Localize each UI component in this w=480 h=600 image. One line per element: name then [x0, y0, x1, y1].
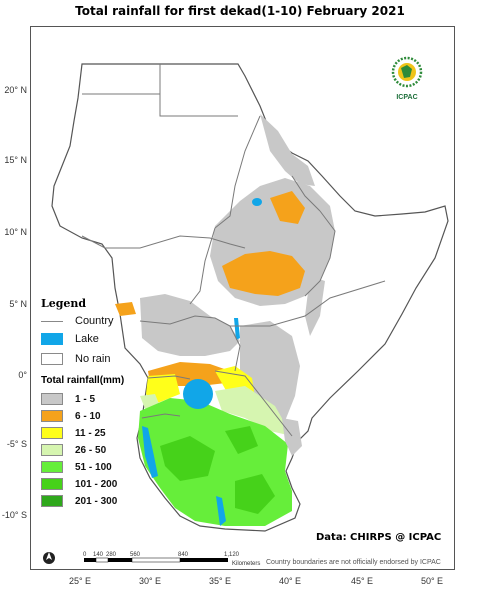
lat-label: 15° N — [4, 155, 27, 165]
igad-logo: ICPAC — [384, 56, 430, 101]
map-title: Total rainfall for first dekad(1-10) Feb… — [75, 4, 405, 18]
legend-class: 201 - 300 — [41, 494, 117, 508]
lake-swatch — [41, 333, 63, 345]
orange-6-10-ethiopia-north — [270, 191, 305, 224]
orange-6-10-ethiopia — [222, 251, 305, 296]
class-swatch — [41, 427, 63, 439]
legend-title: Legend — [41, 297, 87, 310]
lon-label: 40° E — [278, 576, 302, 586]
grey-1-5-sudan-north — [260, 114, 315, 186]
lon-label: 35° E — [208, 576, 232, 586]
scale-tick: 280 — [106, 552, 117, 558]
legend-norain-label: No rain — [75, 353, 111, 365]
lakes-layer — [142, 198, 262, 526]
legend-class: 1 - 5 — [41, 392, 95, 406]
scale-tick: 0 — [83, 552, 87, 558]
legend-rainfall-heading: Total rainfall(mm) — [41, 375, 125, 386]
scale-tick: 140 — [93, 552, 104, 558]
rainfall-layer — [115, 114, 335, 526]
class-swatch — [41, 495, 63, 507]
data-credit: Data: CHIRPS @ ICPAC — [316, 532, 442, 543]
scale-bar — [84, 557, 228, 563]
lat-label: 5° N — [9, 299, 27, 309]
class-label: 101 - 200 — [75, 478, 118, 490]
legend-class: 101 - 200 — [41, 477, 117, 491]
lon-label: 45° E — [350, 576, 374, 586]
class-swatch — [41, 478, 63, 490]
legend-class: 51 - 100 — [41, 460, 112, 474]
lat-label: 0° — [18, 370, 27, 380]
legend-class: 11 - 25 — [41, 426, 106, 440]
lat-label: -5° S — [6, 439, 27, 449]
class-label: 1 - 5 — [75, 393, 96, 405]
lightgreen-26-50-coast — [215, 386, 292, 436]
igad-emblem-icon — [391, 56, 423, 88]
legend-class: 26 - 50 — [41, 443, 106, 457]
class-swatch — [41, 410, 63, 422]
class-label: 51 - 100 — [75, 461, 112, 473]
boundary-disclaimer: Country boundaries are not officially en… — [266, 559, 441, 566]
lake-tanganyika — [142, 426, 158, 478]
logo-text: ICPAC — [396, 94, 418, 101]
country-border-swatch — [41, 320, 63, 322]
lat-label: -10° S — [1, 510, 27, 520]
green-101-200-patch-1 — [160, 436, 215, 481]
lon-label: 50° E — [420, 576, 444, 586]
class-swatch — [41, 393, 63, 405]
legend-class: 6 - 10 — [41, 409, 101, 423]
lon-label: 30° E — [138, 576, 162, 586]
grey-1-5-sudan-south — [140, 294, 240, 356]
grey-1-5-tanzania-coast — [282, 418, 302, 456]
legend-lake: Lake — [41, 332, 99, 346]
lake-tana — [252, 198, 262, 206]
country-borders — [81, 64, 386, 437]
lake-malawi — [216, 496, 226, 526]
class-label: 201 - 300 — [75, 495, 118, 507]
lat-label: 20° N — [4, 85, 27, 95]
scale-unit: Kilometers — [232, 561, 261, 567]
legend-lake-label: Lake — [75, 333, 99, 345]
class-swatch — [41, 444, 63, 456]
rainfall-map — [51, 63, 449, 532]
scale-tick: 840 — [178, 552, 189, 558]
class-label: 6 - 10 — [75, 410, 101, 422]
class-label: 11 - 25 — [75, 427, 106, 439]
lake-turkana — [234, 318, 240, 340]
lat-label: 10° N — [4, 227, 27, 237]
green-101-200-patch-2 — [235, 474, 275, 514]
lake-victoria — [183, 379, 213, 409]
norain-swatch — [41, 353, 63, 365]
class-label: 26 - 50 — [75, 444, 107, 456]
scale-tick: 1,120 — [224, 552, 240, 558]
lon-label: 25° E — [68, 576, 92, 586]
legend-country: Country — [41, 314, 114, 328]
orange-6-10-southsudan-west — [115, 302, 136, 316]
legend-country-label: Country — [75, 315, 114, 327]
legend-norain: No rain — [41, 352, 110, 366]
green-101-200-patch-3 — [225, 426, 258, 454]
scale-tick: 560 — [130, 552, 141, 558]
class-swatch — [41, 461, 63, 473]
north-arrow-icon — [43, 552, 55, 564]
